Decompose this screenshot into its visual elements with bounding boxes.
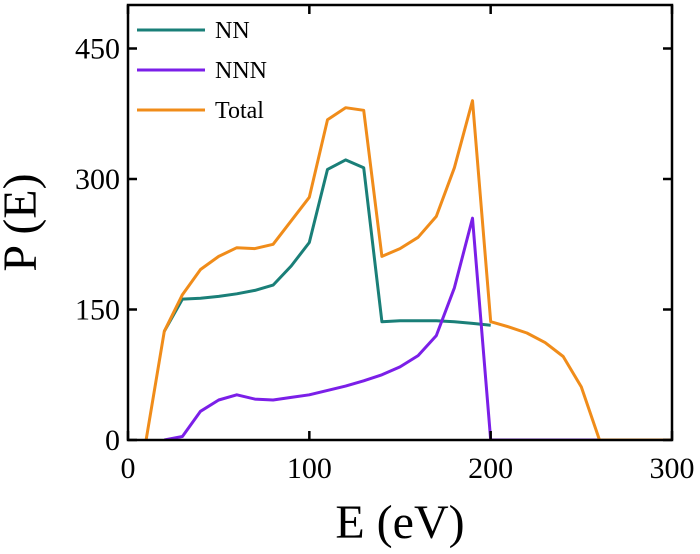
y-axis-title: P (E) — [0, 173, 47, 271]
x-tick-label: 300 — [650, 452, 695, 485]
y-tick-label: 150 — [75, 294, 120, 327]
y-tick-label: 450 — [75, 33, 120, 66]
series-line-nn — [162, 158, 491, 333]
x-tick-label: 0 — [121, 452, 136, 485]
x-axis-title: E (eV) — [335, 496, 464, 549]
ticks-layer: 0 100 200 300 0 150 300 450 — [75, 5, 695, 485]
x-tick-label: 200 — [468, 452, 513, 485]
legend-label-nnn: NNN — [215, 58, 267, 84]
legend-label-total: Total — [215, 98, 264, 124]
series-line-nnn — [164, 216, 600, 440]
x-tick-label: 100 — [287, 452, 332, 485]
series-layer — [144, 99, 672, 440]
series-line-total — [144, 99, 672, 440]
y-tick-label: 0 — [105, 424, 120, 457]
plot-frame — [126, 3, 674, 442]
y-tick-label: 300 — [75, 163, 120, 196]
legend-label-nn: NN — [215, 18, 250, 44]
